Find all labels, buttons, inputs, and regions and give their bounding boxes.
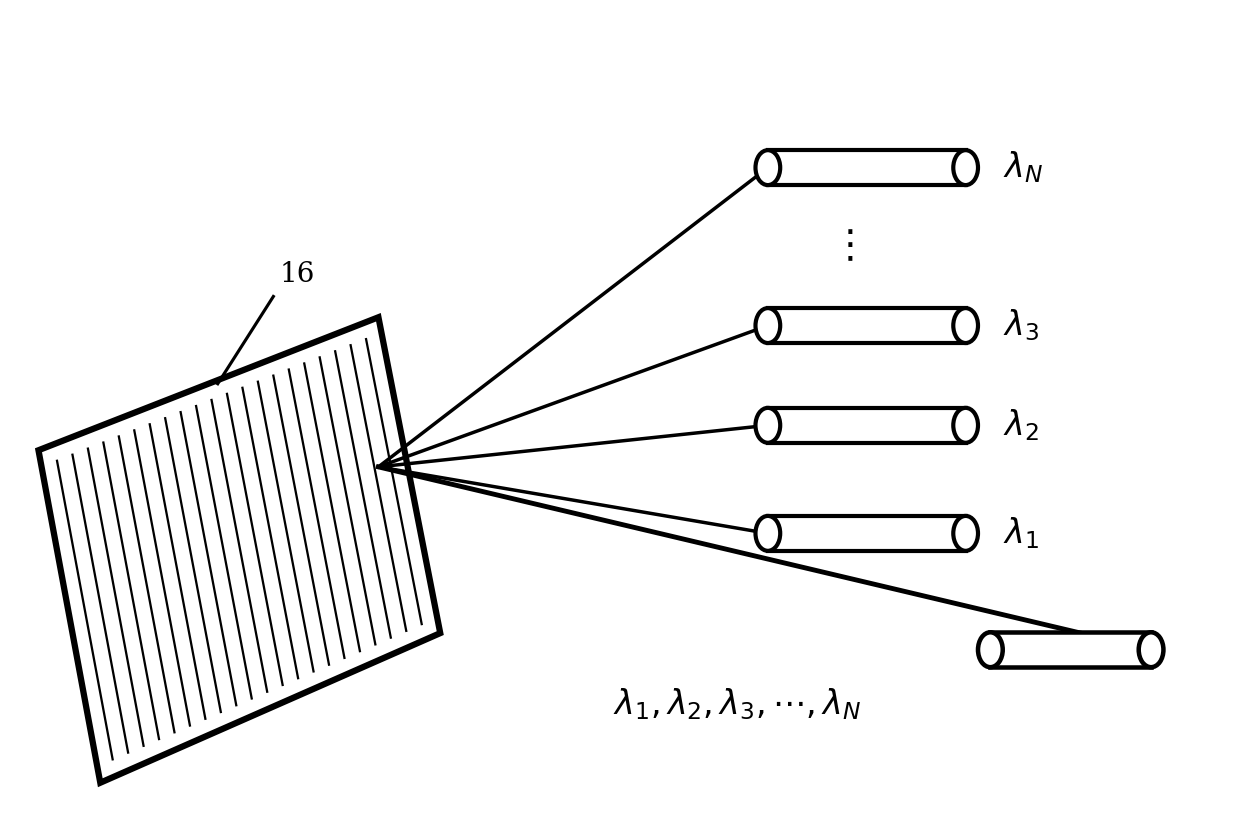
FancyBboxPatch shape — [768, 408, 965, 443]
FancyBboxPatch shape — [768, 150, 965, 185]
Text: $\lambda_N$: $\lambda_N$ — [1002, 150, 1043, 185]
Ellipse shape — [1139, 632, 1163, 667]
Text: $\lambda_2$: $\lambda_2$ — [1002, 408, 1038, 443]
Ellipse shape — [756, 308, 781, 343]
Text: $\vdots$: $\vdots$ — [830, 229, 854, 265]
Ellipse shape — [953, 308, 978, 343]
Ellipse shape — [953, 408, 978, 443]
Ellipse shape — [978, 632, 1002, 667]
FancyBboxPatch shape — [990, 632, 1151, 667]
Ellipse shape — [756, 516, 781, 550]
FancyBboxPatch shape — [768, 308, 965, 343]
Polygon shape — [38, 317, 440, 783]
Text: $\lambda_1$: $\lambda_1$ — [1002, 515, 1038, 551]
Ellipse shape — [953, 516, 978, 550]
Ellipse shape — [953, 150, 978, 185]
Text: $\lambda_1, \lambda_2, \lambda_3, \cdots, \lambda_N$: $\lambda_1, \lambda_2, \lambda_3, \cdots… — [612, 686, 861, 721]
Text: $\lambda_3$: $\lambda_3$ — [1002, 308, 1038, 344]
Ellipse shape — [756, 150, 781, 185]
Text: 16: 16 — [280, 261, 315, 289]
FancyBboxPatch shape — [768, 516, 965, 550]
Ellipse shape — [756, 408, 781, 443]
